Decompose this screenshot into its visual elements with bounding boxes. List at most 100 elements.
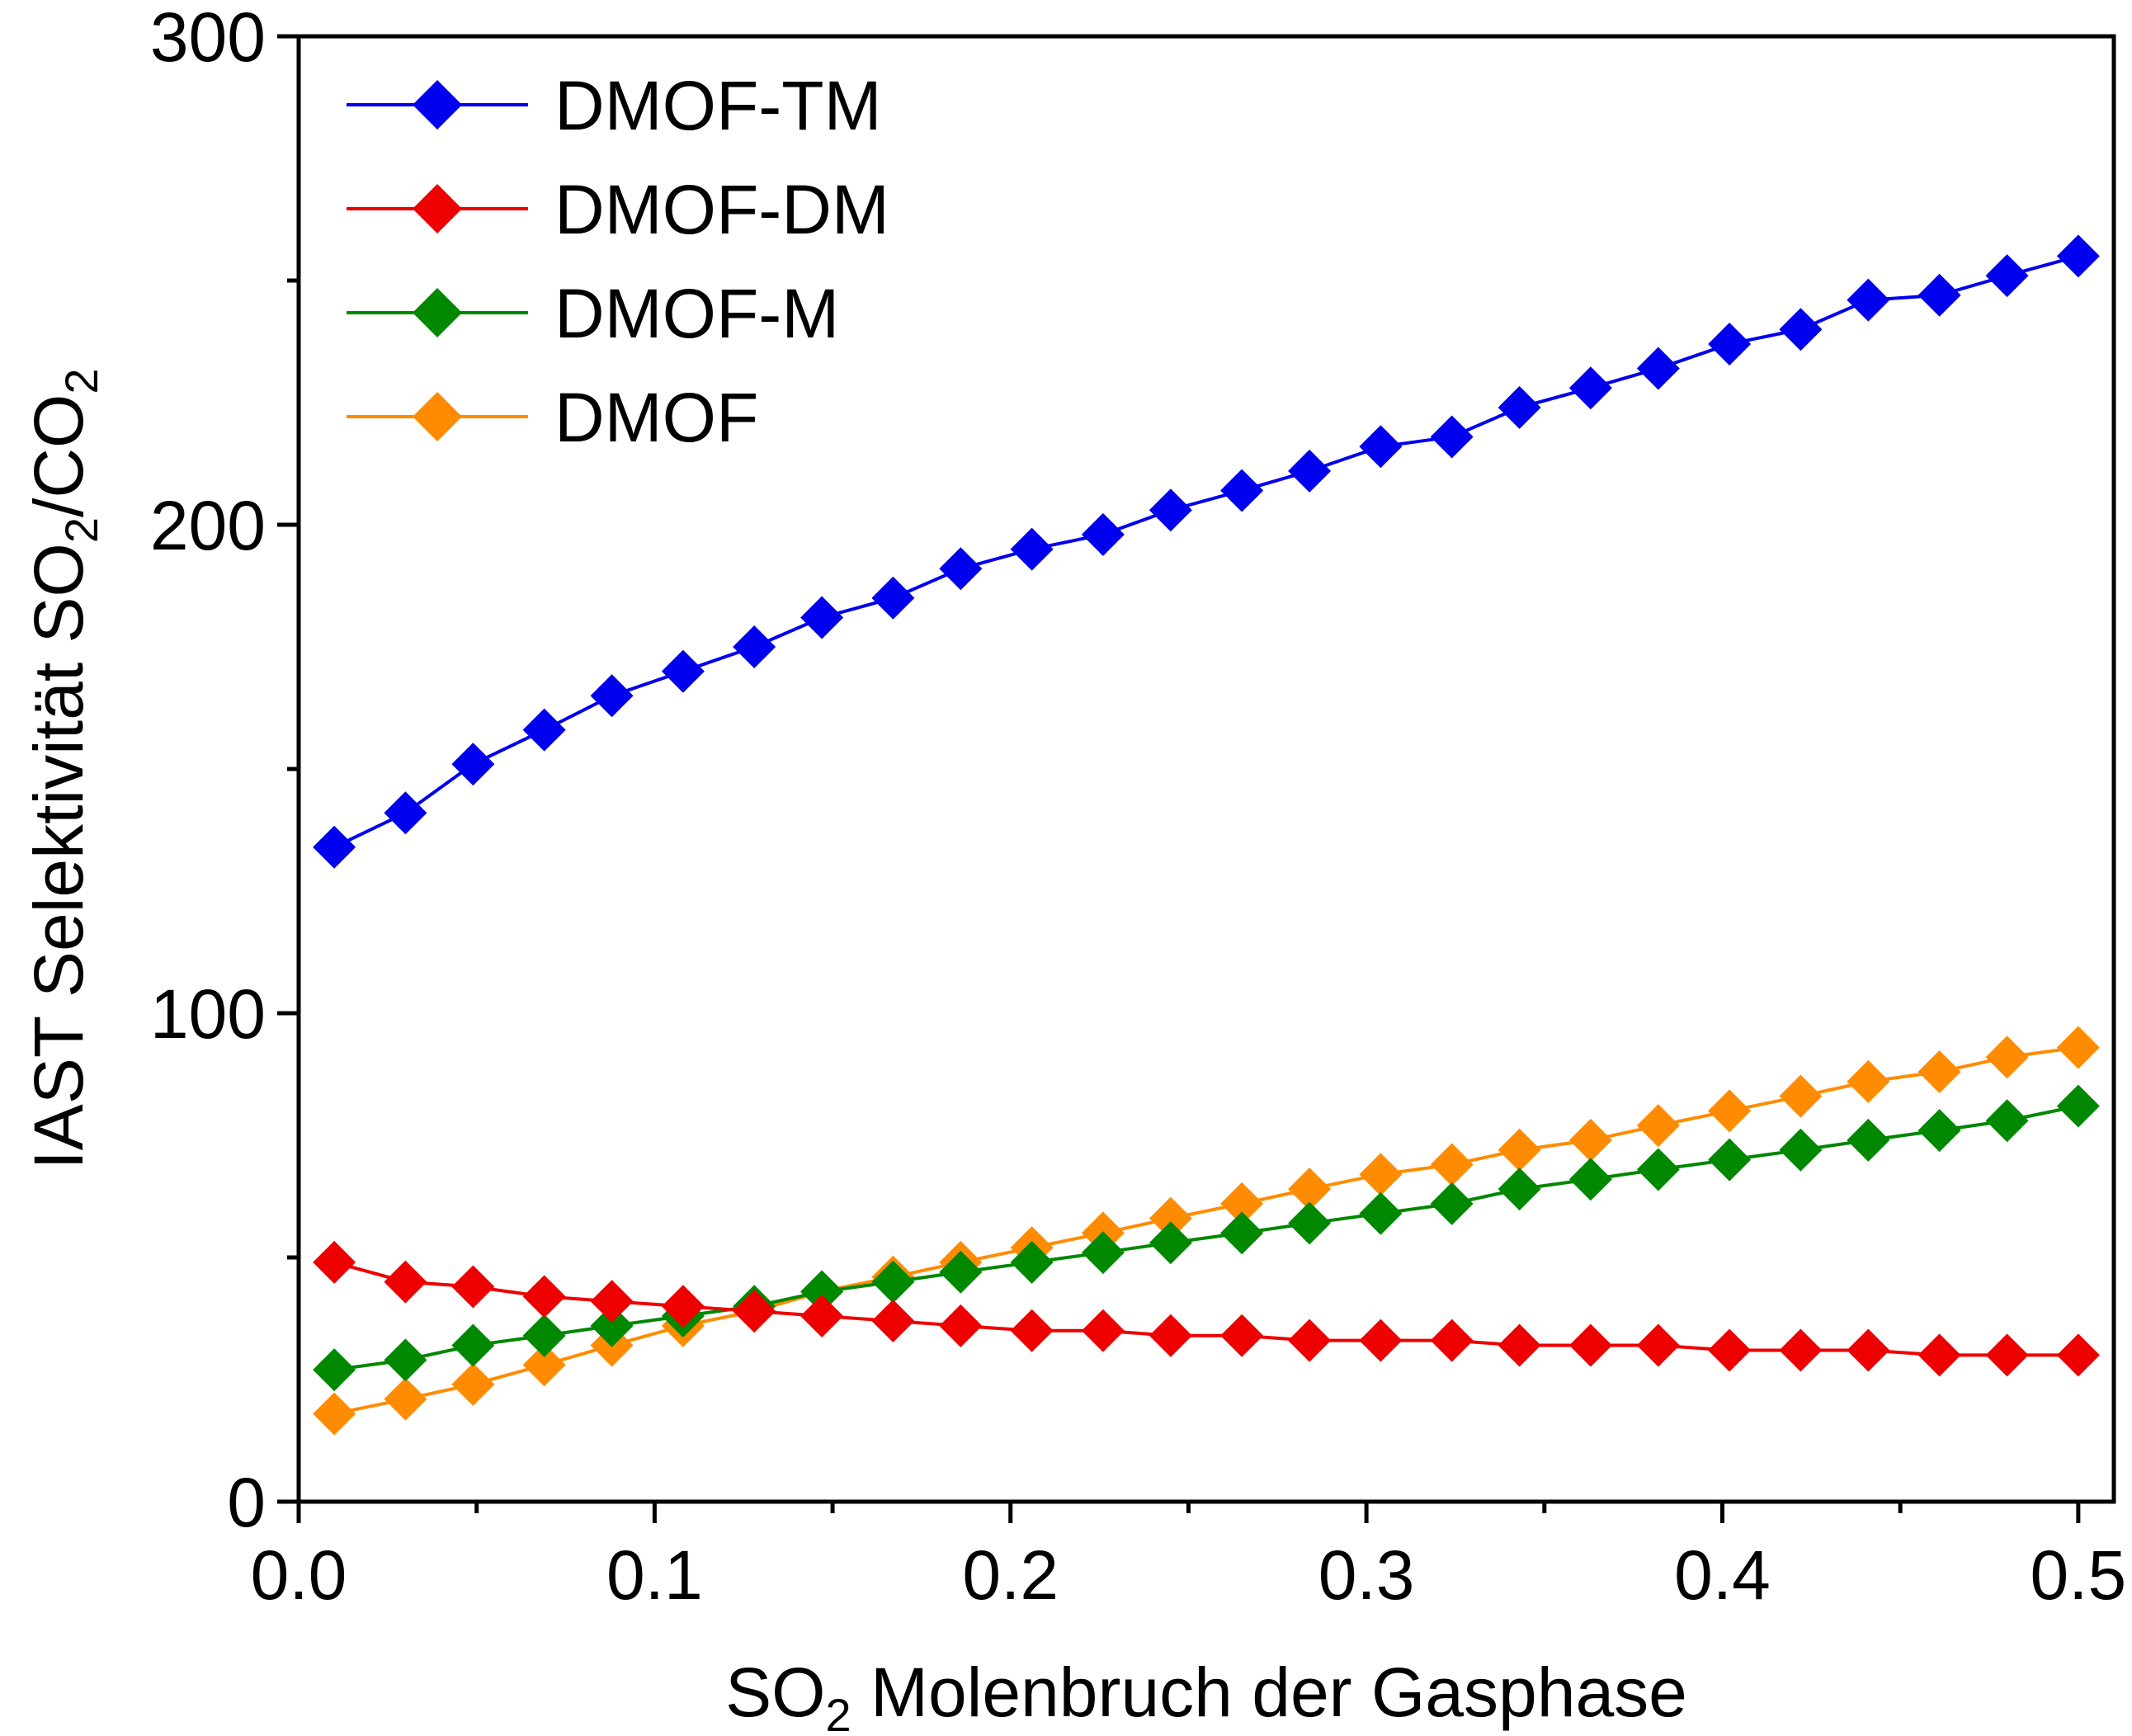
data-point-dmof-tm [1220,469,1264,512]
data-point-dmof [384,1377,427,1421]
data-point-dmof-m [939,1250,983,1294]
data-point-dmof-tm [1779,308,1823,351]
x-axis-label: SO2 Molenbruch der Gasphase [725,1653,1687,1736]
data-point-dmof-tm [384,791,427,835]
data-point-dmof [1985,1035,2029,1079]
data-point-dmof-tm [800,596,844,639]
data-point-dmof-m [1359,1191,1403,1235]
data-point-dmof-dm [590,1280,634,1323]
data-point-dmof-dm [1288,1319,1332,1362]
data-point-dmof-tm [1917,273,1961,317]
data-point-dmof-tm [1498,385,1541,429]
data-point-dmof [451,1362,495,1406]
data-point-dmof-dm [1010,1309,1054,1352]
x-axis-label-main: SO [725,1653,825,1731]
data-point-dmof [1498,1128,1541,1172]
data-point-dmof-tm [1430,415,1474,459]
data-point-dmof-dm [1149,1314,1192,1357]
data-point-dmof-m [1636,1148,1680,1191]
data-point-dmof [1220,1182,1264,1225]
x-tick-label: 0.1 [606,1536,703,1614]
data-point-dmof-tm [939,547,983,591]
data-point-dmof-tm [590,674,634,718]
data-point-dmof [313,1392,356,1436]
data-point-dmof-m [1985,1099,2029,1143]
y-axis-label: IAST Selektivität SO2/CO2 [20,368,107,1169]
y-axis-label-mid: /CO [20,394,97,517]
data-point-dmof [2056,1026,2100,1069]
data-point-dmof [1149,1196,1192,1240]
y-tick-labels: 0 100 200 300 [150,0,266,1541]
y-tick-label: 0 [227,1464,266,1541]
data-point-dmof-tm [1847,278,1890,322]
data-point-dmof-m [1430,1182,1474,1225]
axis-ticks [277,34,2081,1523]
data-point-dmof [1359,1153,1403,1196]
data-point-dmof-tm [871,576,915,620]
data-point-dmof-dm [661,1285,705,1328]
data-point-dmof-dm [522,1275,566,1319]
data-point-dmof-m [1779,1128,1823,1172]
x-tick-label: 0.2 [962,1536,1059,1614]
data-point-dmof [1430,1143,1474,1186]
data-point-dmof-dm [1568,1323,1612,1367]
legend-marker [413,288,462,337]
data-point-dmof-dm [1359,1319,1403,1362]
data-point-dmof-m [1149,1221,1192,1265]
data-point-dmof-m [313,1348,356,1392]
series-dmof-m [313,1084,2100,1392]
data-point-dmof-dm [1220,1314,1264,1357]
data-point-dmof-m [1288,1201,1332,1245]
data-point-dmof-m [1081,1231,1125,1275]
y-tick-label: 100 [150,975,266,1053]
data-point-dmof-dm [733,1290,776,1333]
legend-entry-dmof-dm: DMOF-DM [347,171,889,248]
y-axis-label-prefix: IAST Selektivität SO [20,543,97,1169]
y-axis-label-sub1: 2 [55,517,107,543]
data-point-dmof-tm [1636,347,1680,390]
data-point-dmof-tm [1359,425,1403,469]
legend-marker [413,184,462,234]
legend-entry-dmof-m: DMOF-M [347,275,839,352]
series-dmof-tm [313,234,2100,869]
data-point-dmof-m [871,1260,915,1304]
legend: DMOF-TM DMOF-DM DMOF-M DMOF [347,67,889,456]
data-point-dmof-m [522,1314,566,1357]
series-layer [313,234,2100,1436]
legend-entry-dmof-tm: DMOF-TM [347,67,882,144]
plot-frame [296,34,2116,1504]
data-point-dmof-tm [1149,488,1192,532]
data-point-dmof-dm [1779,1328,1823,1372]
data-point-dmof-dm [800,1295,844,1338]
data-point-dmof-dm [313,1240,356,1284]
data-point-dmof-dm [384,1260,427,1304]
x-tick-labels: 0.0 0.1 0.2 0.3 0.4 0.5 [251,1536,2127,1614]
data-point-dmof-tm [1081,512,1125,556]
x-tick-label: 0.5 [2030,1536,2126,1614]
data-point-dmof-tm [1708,322,1752,366]
data-point-dmof-dm [451,1265,495,1309]
data-point-dmof-m [1568,1158,1612,1201]
data-point-dmof-dm [1985,1333,2029,1377]
data-point-dmof-dm [1708,1328,1752,1372]
data-point-dmof [1708,1089,1752,1133]
x-tick-label: 0.4 [1674,1536,1771,1614]
data-point-dmof-m [2056,1084,2100,1128]
data-point-dmof-tm [733,625,776,668]
data-point-dmof-m [1847,1118,1890,1162]
y-tick-label: 300 [150,0,266,76]
data-point-dmof-dm [1847,1328,1890,1372]
data-point-dmof-m [1010,1240,1054,1284]
legend-label: DMOF [554,379,758,456]
data-point-dmof [1568,1118,1612,1162]
x-tick-label: 0.0 [251,1536,347,1614]
y-axis-label-sub2: 2 [55,368,107,394]
legend-marker [413,392,462,441]
data-point-dmof-tm [313,825,356,869]
data-point-dmof-dm [1430,1319,1474,1362]
x-tick-label: 0.3 [1318,1536,1415,1614]
data-point-dmof-tm [451,743,495,786]
series-dmof-dm [313,1240,2100,1377]
data-point-dmof-m [384,1338,427,1382]
